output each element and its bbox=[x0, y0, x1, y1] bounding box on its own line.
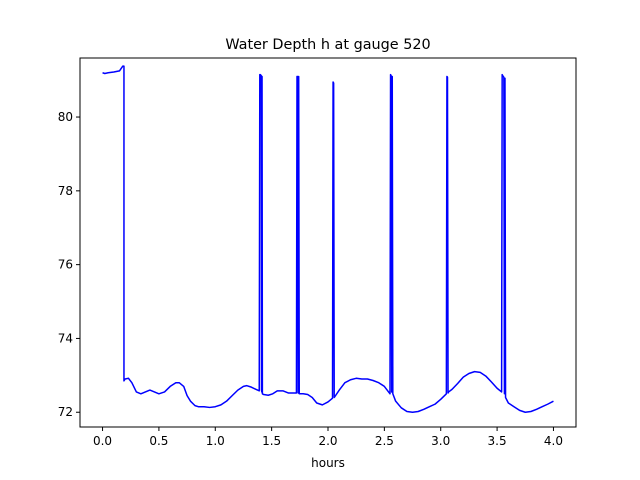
chart-title: Water Depth h at gauge 520 bbox=[225, 37, 430, 53]
x-tick-label: 4.0 bbox=[544, 434, 563, 448]
x-tick-label: 1.5 bbox=[262, 434, 281, 448]
series-line-0 bbox=[102, 65, 554, 413]
y-tick-label: 80 bbox=[58, 110, 73, 124]
y-tick-label: 78 bbox=[58, 184, 73, 198]
y-tick-label: 76 bbox=[58, 258, 73, 272]
x-tick-label: 3.5 bbox=[488, 434, 507, 448]
x-axis-label: hours bbox=[311, 456, 345, 470]
x-tick-label: 0.0 bbox=[93, 434, 112, 448]
y-tick-label: 74 bbox=[58, 331, 73, 345]
y-tick-label: 72 bbox=[58, 405, 73, 419]
plot-area: 0.0 0.5 1.0 1.5 2.0 2.5 3.0 3.5 4.0 72 74 76 78 80 bbox=[58, 57, 577, 448]
x-tick-label: 0.5 bbox=[149, 434, 168, 448]
x-tick-label: 2.0 bbox=[318, 434, 337, 448]
x-tick-label: 1.0 bbox=[206, 434, 225, 448]
x-tick-label: 3.0 bbox=[431, 434, 450, 448]
x-tick-label: 2.5 bbox=[375, 434, 394, 448]
